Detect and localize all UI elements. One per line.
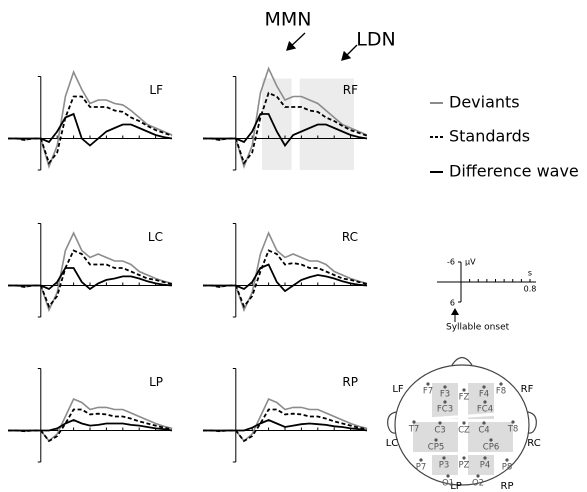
electrode-label: O2 bbox=[472, 479, 484, 489]
region-label: RP bbox=[501, 481, 514, 492]
panel-label: LC bbox=[148, 230, 163, 244]
annotation-arrow bbox=[286, 32, 306, 51]
panel-label: LF bbox=[149, 83, 163, 97]
scale-x-unit: s bbox=[528, 269, 532, 278]
annotation-arrow bbox=[341, 44, 358, 61]
electrode bbox=[482, 385, 486, 389]
electrode-label: F8 bbox=[496, 387, 506, 397]
panel-label: RF bbox=[343, 83, 358, 97]
electrode-label: PZ bbox=[459, 461, 470, 471]
electrode bbox=[462, 421, 466, 425]
electrode-label: FZ bbox=[459, 393, 470, 403]
annotation: MMN bbox=[265, 9, 312, 31]
electrode-label: P8 bbox=[502, 463, 513, 473]
panel-label: RP bbox=[342, 375, 358, 389]
electrode-label: P7 bbox=[416, 463, 427, 473]
head-outline bbox=[387, 356, 537, 486]
electrode-label: T8 bbox=[507, 425, 519, 435]
electrode bbox=[446, 474, 450, 478]
electrode bbox=[442, 456, 446, 460]
wave-line bbox=[8, 419, 173, 432]
electrode bbox=[443, 385, 447, 389]
electrode-label: T7 bbox=[408, 425, 420, 435]
electrode-label: FC4 bbox=[477, 405, 493, 415]
electrode bbox=[426, 382, 430, 386]
electrode-label: FC3 bbox=[437, 405, 453, 415]
wave-line bbox=[203, 397, 368, 443]
electrode-label: C4 bbox=[478, 426, 489, 436]
electrode bbox=[462, 388, 466, 392]
scale-y-tick-label: -6 bbox=[447, 258, 455, 267]
wave-line bbox=[203, 230, 368, 313]
electrode bbox=[499, 382, 503, 386]
region-label: RC bbox=[527, 438, 540, 449]
head-divider bbox=[397, 410, 527, 423]
electrode bbox=[505, 458, 509, 462]
electrode bbox=[489, 438, 493, 442]
wave-line bbox=[203, 419, 368, 432]
wave-line bbox=[8, 69, 173, 169]
wave-line bbox=[203, 113, 368, 148]
wave-line bbox=[8, 231, 173, 313]
electrode-label: O1 bbox=[442, 479, 454, 489]
wave-line bbox=[8, 249, 173, 309]
legend-label: Standards bbox=[449, 127, 530, 146]
scale-y-tick-label: 6 bbox=[450, 299, 455, 308]
electrode bbox=[476, 474, 480, 478]
region-label: LP bbox=[450, 481, 462, 492]
scale-x-tick-label: 0.8 bbox=[524, 285, 537, 294]
electrode-label: CP5 bbox=[428, 443, 444, 453]
electrode bbox=[511, 420, 515, 424]
electrode bbox=[412, 420, 416, 424]
electrode-label: F3 bbox=[440, 390, 450, 400]
legend-label: Deviants bbox=[449, 93, 520, 112]
electrode-label: CZ bbox=[458, 426, 470, 436]
scale-note: Syllable onset bbox=[446, 323, 510, 333]
electrode bbox=[438, 421, 442, 425]
panel-label: LP bbox=[149, 375, 163, 389]
region-label: RF bbox=[521, 384, 534, 395]
wave-line bbox=[8, 95, 173, 165]
region-label: LF bbox=[392, 384, 404, 395]
electrode bbox=[462, 456, 466, 460]
electrode-label: C3 bbox=[434, 426, 445, 436]
wave-line bbox=[8, 267, 173, 291]
panel-label: RC bbox=[342, 230, 358, 244]
electrode-label: P4 bbox=[480, 461, 491, 471]
region-label: LC bbox=[386, 438, 399, 449]
electrode-label: CP6 bbox=[483, 443, 499, 453]
electrode bbox=[419, 458, 423, 462]
annotation: LDN bbox=[356, 29, 395, 51]
electrode bbox=[443, 400, 447, 404]
wave-line bbox=[8, 112, 173, 147]
electrode-label: F7 bbox=[423, 387, 433, 397]
scale-y-unit: µV bbox=[465, 258, 476, 267]
wave-line bbox=[203, 249, 368, 309]
wave-line bbox=[8, 397, 173, 443]
electrode-label: P3 bbox=[439, 461, 450, 471]
wave-line bbox=[203, 263, 368, 293]
wave-line bbox=[203, 408, 368, 443]
electrode-label: F4 bbox=[479, 390, 489, 400]
time-window bbox=[262, 78, 292, 170]
electrode bbox=[434, 438, 438, 442]
electrode bbox=[483, 400, 487, 404]
electrode bbox=[483, 456, 487, 460]
legend-label: Difference wave bbox=[449, 162, 579, 181]
electrode bbox=[482, 421, 486, 425]
